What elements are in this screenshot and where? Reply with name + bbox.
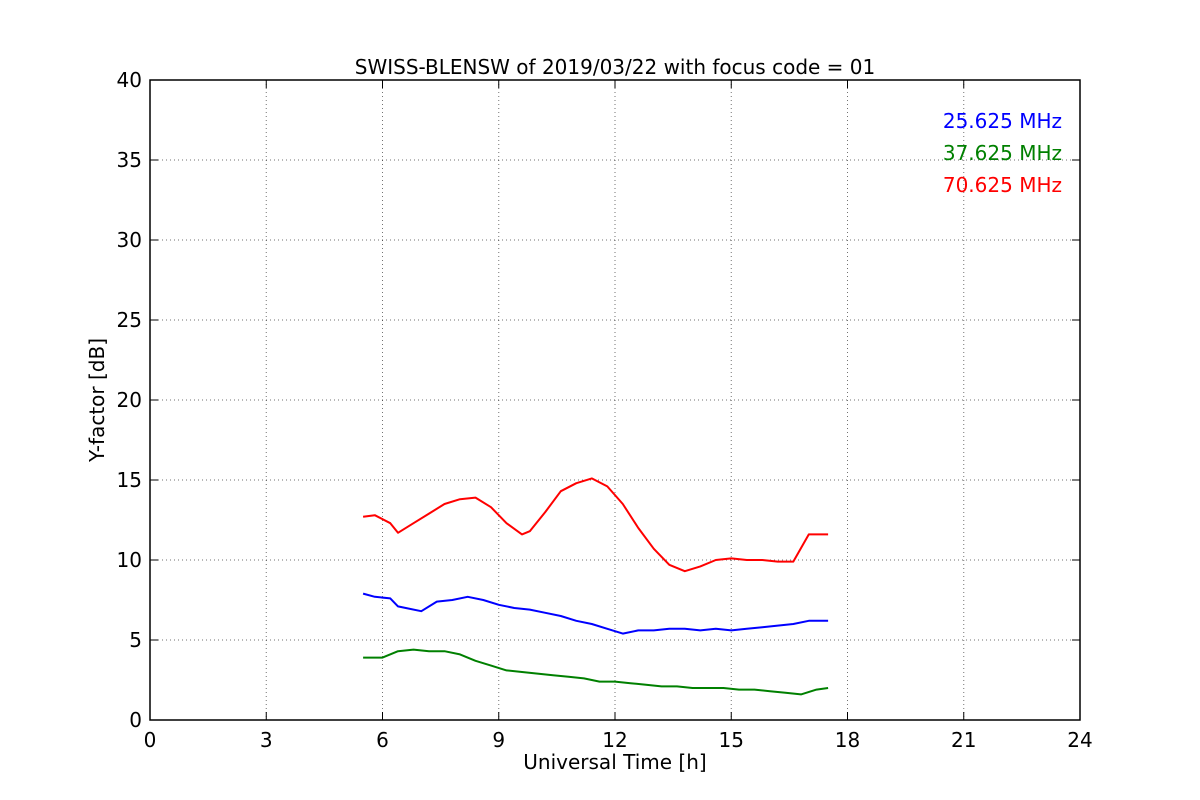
y-tick-label: 20 xyxy=(117,388,142,412)
legend-entry-2: 37.625 MHz xyxy=(943,141,1062,165)
x-axis-label: Universal Time [h] xyxy=(523,750,706,774)
y-tick-label: 5 xyxy=(129,628,142,652)
series-line-2 xyxy=(363,648,829,696)
legend-entry-3: 70.625 MHz xyxy=(943,173,1062,197)
series-line-1 xyxy=(362,592,829,635)
x-tick-label: 18 xyxy=(835,728,860,752)
grid-layer xyxy=(150,80,1080,720)
y-tick-label: 0 xyxy=(129,708,142,732)
chart-title: SWISS-BLENSW of 2019/03/22 with focus co… xyxy=(355,55,876,79)
x-tick-label: 0 xyxy=(144,728,157,752)
y-tick-label: 40 xyxy=(117,68,142,92)
series-line-3 xyxy=(362,477,829,573)
ticks-layer: 0 3 6 9 12 15 18 21 24 0 5 10 15 20 25 30 35 40 xyxy=(117,68,1093,752)
x-tick-label: 6 xyxy=(376,728,389,752)
x-tick-label: 12 xyxy=(602,728,627,752)
y-tick-label: 25 xyxy=(117,308,142,332)
x-tick-label: 9 xyxy=(492,728,505,752)
y-tick-label: 30 xyxy=(117,228,142,252)
x-tick-label: 15 xyxy=(719,728,744,752)
y-tick-label: 10 xyxy=(117,548,142,572)
y-axis-label: Y-factor [dB] xyxy=(85,338,109,463)
y-tick-label: 15 xyxy=(117,468,142,492)
x-tick-label: 3 xyxy=(260,728,273,752)
legend: 25.625 MHz 37.625 MHz 70.625 MHz xyxy=(943,109,1062,197)
x-tick-label: 21 xyxy=(951,728,976,752)
y-tick-label: 35 xyxy=(117,148,142,172)
legend-entry-1: 25.625 MHz xyxy=(943,109,1062,133)
x-tick-label: 24 xyxy=(1067,728,1092,752)
series-layer xyxy=(362,477,829,696)
